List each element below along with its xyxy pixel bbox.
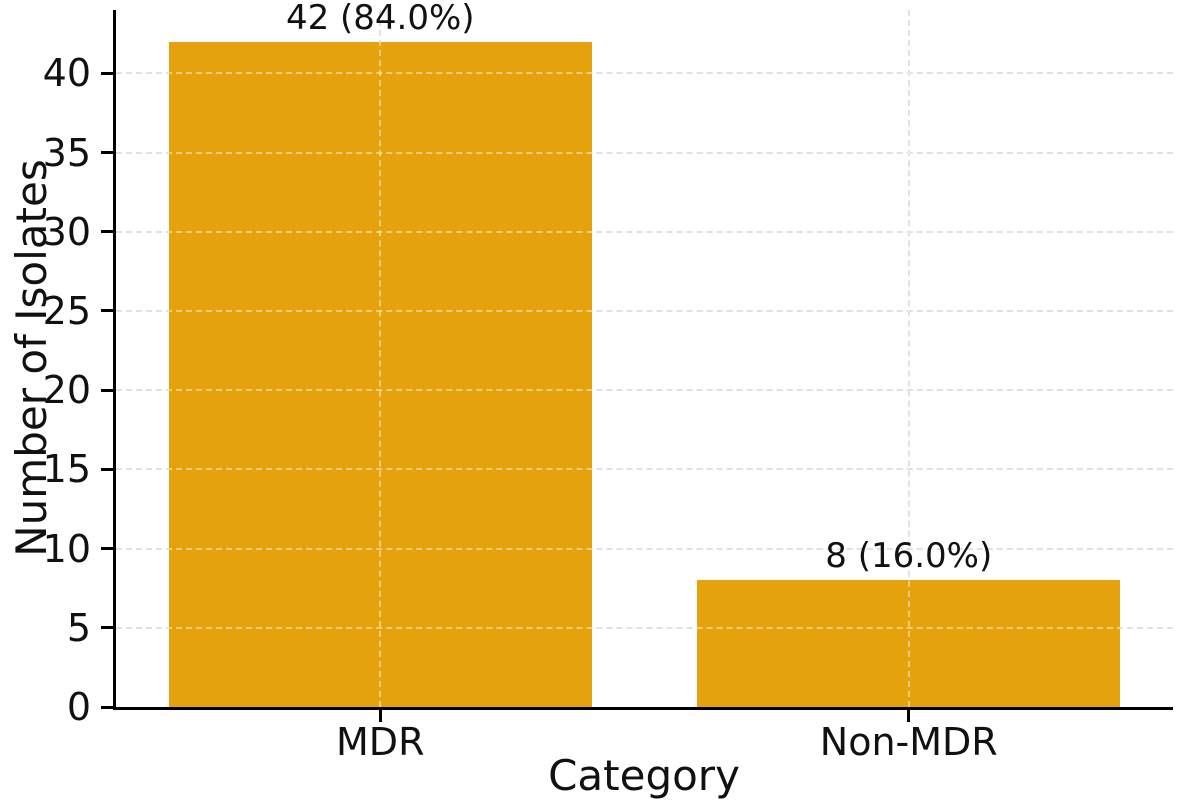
gridline-horizontal-overlay [116, 230, 1173, 233]
x-tick-label: MDR [336, 720, 425, 764]
y-tick-label: 15 [42, 447, 91, 492]
y-tick-label: 0 [66, 685, 91, 729]
y-tick-label: 30 [42, 209, 91, 254]
gridline-horizontal-overlay [116, 309, 1173, 312]
bar-non-mdr [697, 580, 1121, 707]
y-tickmark [101, 626, 113, 630]
bar-mdr [168, 41, 592, 707]
gridline-horizontal [116, 309, 1173, 312]
gridline-horizontal [116, 72, 1173, 75]
y-tickmark [101, 705, 113, 709]
y-tickmark [101, 547, 113, 551]
y-tickmark [101, 71, 113, 75]
gridline-horizontal [116, 468, 1173, 471]
x-axis-spine [113, 707, 1173, 710]
gridline-horizontal-overlay [116, 547, 1173, 550]
y-tick-label: 25 [42, 288, 91, 333]
y-tick-label: 40 [42, 51, 91, 96]
gridline-vertical [907, 10, 910, 707]
gridline-horizontal-overlay [116, 468, 1173, 471]
y-tick-label: 35 [42, 130, 91, 175]
y-tick-label: 20 [42, 368, 91, 413]
y-axis-spine [113, 10, 116, 710]
gridline-vertical-overlay [379, 10, 382, 707]
x-tickmark [907, 710, 911, 722]
y-tickmark [101, 151, 113, 155]
y-tickmark [101, 309, 113, 313]
y-tickmark [101, 388, 113, 392]
gridline-horizontal [116, 626, 1173, 629]
gridline-horizontal [116, 547, 1173, 550]
gridline-horizontal-overlay [116, 151, 1173, 154]
y-tickmark [101, 230, 113, 234]
gridline-vertical-overlay [907, 10, 910, 707]
bar-value-label: 8 (16.0%) [825, 536, 993, 577]
gridline-horizontal [116, 151, 1173, 154]
gridline-horizontal [116, 230, 1173, 233]
y-tickmark [101, 467, 113, 471]
gridline-horizontal-overlay [116, 626, 1173, 629]
x-tickmark [378, 710, 382, 722]
x-tick-label: Non-MDR [819, 720, 998, 764]
gridline-horizontal-overlay [116, 389, 1173, 392]
gridline-horizontal [116, 389, 1173, 392]
y-tick-label: 10 [42, 526, 91, 571]
y-tick-label: 5 [66, 605, 91, 650]
gridline-horizontal-overlay [116, 72, 1173, 75]
x-axis-label: Category [548, 751, 740, 800]
bar-value-label: 42 (84.0%) [285, 0, 475, 38]
